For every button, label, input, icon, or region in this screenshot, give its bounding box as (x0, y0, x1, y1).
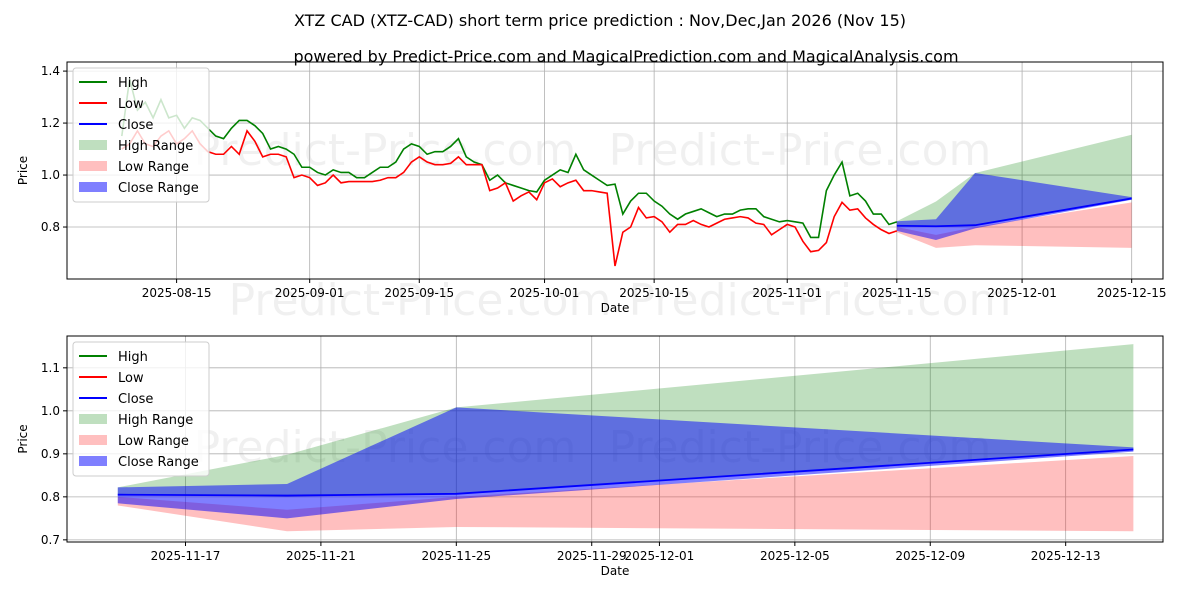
legend-label: Low (118, 97, 144, 112)
y-tick-label: 0.8 (41, 220, 60, 234)
x-tick-label: 2025-12-13 (1031, 549, 1101, 563)
x-tick-label: 2025-11-01 (752, 286, 822, 300)
close-line (896, 197, 1132, 228)
legend-label: Low Range (118, 160, 189, 175)
x-tick-label: 2025-08-15 (142, 286, 212, 300)
x-tick-label: 2025-12-09 (895, 549, 965, 563)
y-tick-label: 0.7 (41, 533, 60, 547)
x-tick-label: 2025-11-29 (557, 549, 627, 563)
legend-box (72, 341, 210, 477)
chart-subtitle: powered by Predict-Price.com and Magical… (293, 47, 958, 66)
x-tick-label: 2025-09-15 (384, 286, 454, 300)
legend-label: Low Range (118, 434, 189, 449)
legend-label: High (118, 76, 148, 91)
legend-label: High Range (118, 413, 193, 428)
y-tick-label: 1.1 (41, 361, 60, 375)
low-range-band (896, 202, 1132, 248)
legend-box (72, 67, 210, 203)
close-range-band (896, 172, 1132, 241)
x-tick-label: 2025-12-15 (1097, 286, 1167, 300)
legend-swatch-patch (79, 456, 107, 466)
watermark-text: Predict-Price.com (629, 275, 1012, 326)
legend: High Low Close High Range Low Range Close Ran… (72, 67, 210, 203)
axes-frame (66, 335, 1164, 543)
y-tick-label: 1.2 (41, 116, 60, 130)
x-tick-label: 2025-11-25 (421, 549, 491, 563)
x-tick-label: 2025-12-01 (625, 549, 695, 563)
x-tick-label: 2025-10-15 (619, 286, 689, 300)
y-tick-label: 1.0 (41, 168, 60, 182)
y-axis-label: Price (16, 424, 30, 453)
axes-frame (66, 61, 1164, 280)
y-tick-label: 1.0 (41, 404, 60, 418)
history-chart: Predict-Price.com Predict-Price.com Predic… (16, 61, 1167, 326)
legend-label: Close (118, 118, 153, 133)
x-tick-label: 2025-11-15 (862, 286, 932, 300)
legend-label: Close (118, 392, 153, 407)
high-line (121, 78, 898, 239)
close-line (117, 448, 1134, 497)
legend-label: Low (118, 371, 144, 386)
y-tick-label: 1.4 (41, 64, 60, 78)
legend-swatch-patch (79, 182, 107, 192)
y-tick-label: 0.9 (41, 447, 60, 461)
x-tick-label: 2025-12-01 (987, 286, 1057, 300)
legend-label: Close Range (118, 181, 199, 196)
watermark-text: Predict-Price.com (229, 275, 612, 326)
legend-swatch-patch (79, 161, 107, 171)
watermark-text: Predict-Price.com (194, 125, 577, 176)
close-range-band (117, 407, 1134, 519)
low-line (121, 129, 898, 267)
x-tick-label: 2025-11-21 (286, 549, 356, 563)
forecast-chart: Predict-Price.comPredict-Price.com2025-1… (16, 335, 1164, 578)
legend-label: Close Range (118, 455, 199, 470)
x-axis-label: Date (601, 564, 630, 578)
x-tick-label: 2025-12-05 (760, 549, 830, 563)
x-tick-label: 2025-09-01 (275, 286, 345, 300)
plot-area (117, 344, 1134, 532)
x-axis-label: Date (601, 301, 630, 315)
legend-swatch-patch (79, 414, 107, 424)
y-tick-label: 0.8 (41, 490, 60, 504)
watermark-text: Predict-Price.com (609, 125, 992, 176)
x-tick-label: 2025-10-01 (510, 286, 580, 300)
legend-swatch-patch (79, 140, 107, 150)
legend-label: High (118, 350, 148, 365)
legend-swatch-patch (79, 435, 107, 445)
plot-area (121, 78, 1132, 267)
low-range-band (117, 455, 1134, 532)
legend-label: High Range (118, 139, 193, 154)
legend: High Low Close High Range Low Range Close Ran… (72, 341, 210, 477)
x-tick-label: 2025-11-17 (151, 549, 221, 563)
y-axis-label: Price (16, 156, 30, 185)
chart-title: XTZ CAD (XTZ-CAD) short term price predi… (294, 11, 906, 30)
